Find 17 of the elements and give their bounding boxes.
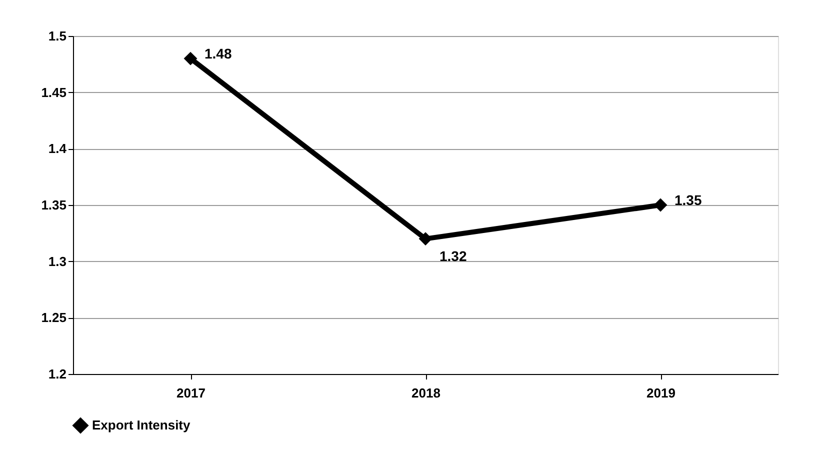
- y-tick-label: 1.45: [41, 84, 66, 100]
- point: [418, 232, 432, 246]
- data-label: 1.48: [204, 46, 232, 62]
- point: [184, 52, 198, 66]
- x-tick-label: 2017: [176, 386, 206, 400]
- x-tick-label: 2018: [412, 386, 440, 400]
- data-label: 1.32: [440, 248, 467, 264]
- y-tick-label: 1.3: [48, 254, 66, 269]
- y-tick-label: 1.25: [41, 310, 66, 326]
- point: [654, 198, 668, 212]
- data-label: 1.35: [674, 192, 702, 208]
- y-tick-label: 1.35: [41, 198, 66, 212]
- legend-label: Export Intensity: [92, 418, 192, 432]
- y-tick-label: 1.5: [48, 28, 66, 44]
- x-tick-label: 2019: [646, 386, 676, 400]
- y-tick-label: 1.2: [48, 366, 66, 382]
- y-tick-label: 1.4: [48, 141, 68, 156]
